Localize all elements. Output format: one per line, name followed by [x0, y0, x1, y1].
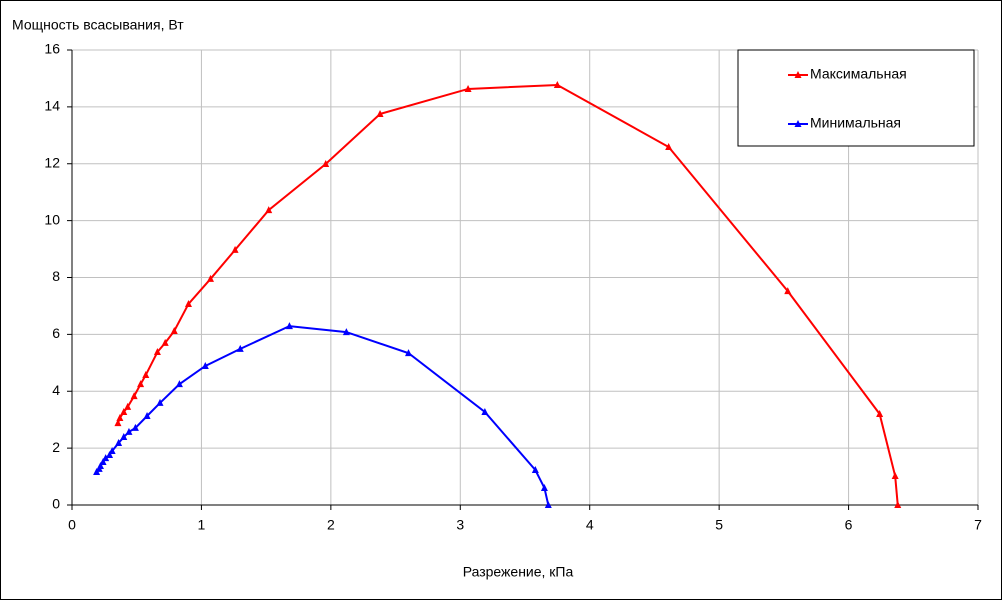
- y-tick-label: 6: [52, 325, 60, 341]
- x-tick-label: 4: [586, 517, 594, 533]
- x-tick-label: 3: [456, 517, 464, 533]
- point-marker: [175, 380, 183, 388]
- point-marker: [376, 109, 384, 117]
- point-marker: [130, 392, 138, 400]
- point-marker: [125, 427, 133, 435]
- x-tick-label: 6: [845, 517, 853, 533]
- point-marker: [464, 84, 472, 92]
- point-marker: [231, 245, 239, 253]
- point-marker: [170, 326, 178, 334]
- x-tick-label: 1: [198, 517, 206, 533]
- point-marker: [114, 419, 122, 427]
- y-tick-label: 8: [52, 268, 60, 284]
- legend-label: Минимальная: [810, 115, 901, 131]
- point-marker: [894, 501, 902, 508]
- point-marker: [131, 423, 139, 431]
- legend-marker: [794, 120, 802, 127]
- point-marker: [137, 380, 145, 388]
- x-tick-label: 2: [327, 517, 335, 533]
- point-marker: [161, 338, 169, 346]
- point-marker: [108, 446, 116, 454]
- legend-box: [737, 49, 975, 147]
- point-marker: [540, 483, 548, 491]
- point-marker: [544, 501, 552, 508]
- point-marker: [116, 413, 124, 421]
- point-marker: [891, 471, 899, 479]
- point-marker: [405, 349, 413, 357]
- x-tick-label: 0: [68, 517, 76, 533]
- point-marker: [120, 408, 128, 416]
- point-marker: [106, 450, 114, 458]
- y-tick-label: 0: [52, 496, 60, 512]
- point-marker: [201, 361, 209, 369]
- y-tick-label: 14: [44, 98, 60, 114]
- point-marker: [876, 410, 884, 417]
- point-marker: [102, 454, 110, 462]
- point-marker: [322, 160, 330, 168]
- point-marker: [481, 408, 489, 416]
- point-marker: [285, 322, 293, 330]
- point-marker: [665, 142, 673, 150]
- point-marker: [142, 371, 150, 379]
- legend-label: Максимальная: [810, 66, 907, 82]
- y-tick-label: 10: [44, 211, 60, 227]
- point-marker: [156, 398, 164, 406]
- point-marker: [143, 411, 151, 419]
- point-marker: [553, 80, 561, 88]
- point-marker: [115, 439, 123, 447]
- legend-marker: [794, 71, 802, 78]
- point-marker: [784, 287, 792, 295]
- point-marker: [236, 344, 244, 352]
- point-marker: [99, 458, 107, 466]
- point-marker: [342, 328, 350, 336]
- y-tick-label: 2: [52, 439, 60, 455]
- y-tick-label: 12: [44, 154, 60, 170]
- point-marker: [120, 433, 128, 441]
- point-marker: [96, 462, 104, 470]
- point-marker: [124, 402, 132, 410]
- y-tick-label: 4: [52, 382, 60, 398]
- x-tick-label: 5: [715, 517, 723, 533]
- y-axis-label: Мощность всасывания, Вт: [12, 17, 184, 33]
- point-marker: [531, 466, 539, 474]
- point-marker: [206, 274, 214, 282]
- point-marker: [153, 348, 161, 356]
- point-marker: [265, 206, 273, 214]
- x-tick-label: 7: [974, 517, 982, 533]
- point-marker: [184, 299, 192, 307]
- x-axis-label: Разрежение, кПа: [463, 564, 574, 580]
- y-tick-label: 16: [44, 41, 60, 57]
